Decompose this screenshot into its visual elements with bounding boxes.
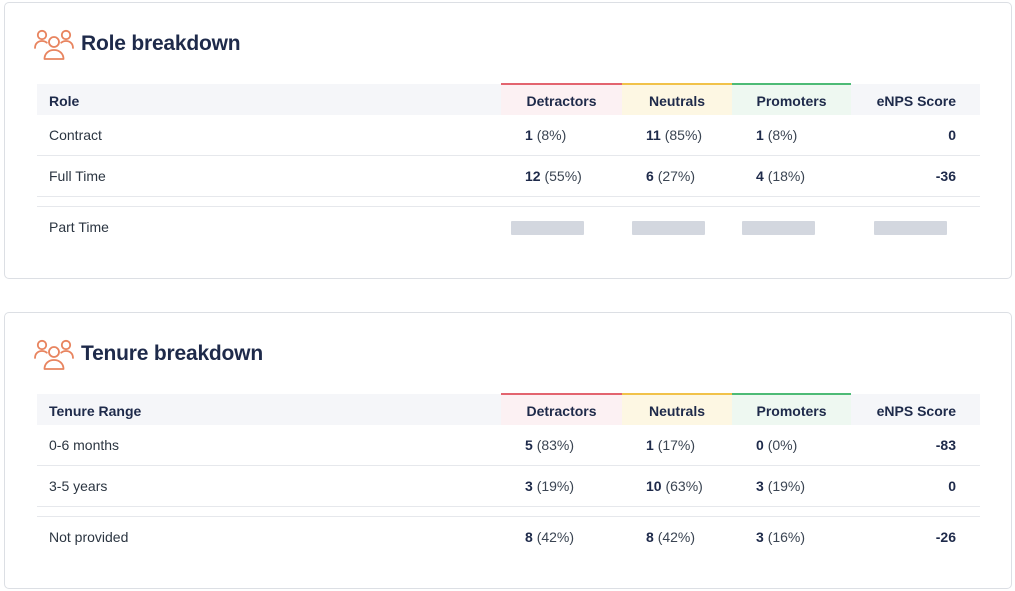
neutrals-cell: 1 (17%)	[622, 425, 732, 466]
loading-placeholder	[874, 221, 947, 236]
users-icon	[34, 29, 74, 60]
neutrals-count: 1	[646, 436, 654, 453]
row-label: Part Time	[49, 219, 109, 236]
detractors-cell: 1 (8%)	[501, 115, 622, 156]
detractors-pct: (8%)	[536, 126, 567, 143]
neutrals-count: 8	[646, 529, 654, 546]
table-header-row: Tenure Range Detractors Neutrals Promote…	[37, 393, 980, 425]
neutrals-count: 11	[646, 126, 661, 143]
promoters-cell: 0 (0%)	[732, 425, 851, 466]
neutrals-cell: 6 (27%)	[622, 155, 732, 197]
column-header-neutrals: Neutrals	[622, 393, 732, 425]
row-spacer	[37, 196, 980, 207]
detractors-cell	[501, 206, 622, 248]
column-header-detractors: Detractors	[501, 83, 622, 115]
neutrals-pct: (63%)	[665, 477, 703, 494]
table-row: Contract 1 (8%) 11 (85%) 1 (8%) 0	[37, 115, 980, 156]
column-header-tenure-range: Tenure Range	[37, 394, 501, 425]
row-label: 0-6 months	[37, 425, 501, 466]
row-label: Not provided	[49, 529, 129, 546]
detractors-cell: 8 (42%)	[501, 516, 622, 558]
loading-placeholder	[632, 221, 705, 236]
detractors-count: 5	[525, 436, 533, 453]
enps-cell	[851, 206, 980, 248]
column-header-neutrals: Neutrals	[622, 83, 732, 115]
neutrals-pct: (85%)	[664, 126, 703, 143]
row-label: Full Time	[37, 155, 501, 197]
neutrals-pct: (42%)	[657, 529, 696, 546]
column-header-enps: eNPS Score	[851, 84, 980, 115]
table-row: Full Time 12 (55%) 6 (27%) 4 (18%) -36	[37, 155, 980, 197]
promoters-pct: (8%)	[767, 126, 798, 143]
role-breakdown-card: Role breakdown Role Detractors Neutrals …	[4, 2, 1012, 279]
loading-placeholder	[742, 221, 815, 236]
promoters-cell: 3 (16%)	[732, 516, 851, 558]
row-label: Contract	[37, 115, 501, 156]
column-header-enps: eNPS Score	[851, 394, 980, 425]
users-icon	[34, 339, 74, 370]
neutrals-count: 6	[646, 167, 654, 184]
enps-score: 0	[851, 115, 980, 156]
enps-score: 0	[851, 465, 980, 507]
neutrals-count: 10	[646, 477, 662, 494]
promoters-count: 0	[756, 436, 764, 453]
column-header-promoters: Promoters	[732, 393, 851, 425]
promoters-cell: 4 (18%)	[732, 155, 851, 197]
promoters-cell	[732, 206, 851, 248]
promoters-pct: (16%)	[767, 529, 806, 546]
table-row: 3-5 years 3 (19%) 10 (63%) 3 (19%) 0	[37, 465, 980, 507]
promoters-count: 3	[756, 529, 764, 546]
role-breakdown-table: Role Detractors Neutrals Promoters eNPS …	[37, 83, 980, 248]
promoters-cell: 1 (8%)	[732, 115, 851, 156]
detractors-count: 8	[525, 529, 533, 546]
promoters-count: 1	[756, 126, 764, 143]
role-breakdown-header: Role breakdown	[33, 27, 241, 61]
neutrals-pct: (17%)	[657, 436, 696, 453]
detractors-pct: (42%)	[536, 529, 575, 546]
table-header-row: Role Detractors Neutrals Promoters eNPS …	[37, 83, 980, 115]
enps-score: -36	[851, 155, 980, 197]
neutrals-cell	[622, 206, 732, 248]
promoters-pct: (19%)	[767, 477, 806, 494]
column-header-role: Role	[37, 84, 501, 115]
tenure-breakdown-table: Tenure Range Detractors Neutrals Promote…	[37, 393, 980, 558]
promoters-pct: (0%)	[767, 436, 798, 453]
promoters-cell: 3 (19%)	[732, 465, 851, 507]
role-breakdown-title: Role breakdown	[81, 32, 241, 55]
detractors-cell: 12 (55%)	[501, 155, 622, 197]
detractors-count: 3	[525, 477, 533, 494]
promoters-count: 3	[756, 477, 764, 494]
tenure-breakdown-title: Tenure breakdown	[81, 342, 263, 365]
detractors-count: 12	[525, 167, 541, 184]
detractors-cell: 3 (19%)	[501, 465, 622, 507]
enps-score: -83	[851, 425, 980, 466]
column-header-promoters: Promoters	[732, 83, 851, 115]
promoters-pct: (18%)	[767, 167, 806, 184]
table-row-loading: Part Time	[37, 206, 980, 248]
table-row: Not provided 8 (42%) 8 (42%) 3 (16%) -26	[37, 516, 980, 558]
detractors-count: 1	[525, 126, 533, 143]
detractors-pct: (83%)	[536, 436, 575, 453]
neutrals-cell: 8 (42%)	[622, 516, 732, 558]
promoters-count: 4	[756, 167, 764, 184]
neutrals-cell: 10 (63%)	[622, 465, 732, 507]
detractors-pct: (55%)	[544, 167, 582, 184]
detractors-pct: (19%)	[536, 477, 575, 494]
neutrals-pct: (27%)	[657, 167, 696, 184]
row-label: 3-5 years	[37, 465, 501, 507]
loading-placeholder	[511, 221, 584, 236]
neutrals-cell: 11 (85%)	[622, 115, 732, 156]
tenure-breakdown-card: Tenure breakdown Tenure Range Detractors…	[4, 312, 1012, 589]
row-spacer	[37, 506, 980, 517]
enps-score: -26	[935, 529, 956, 546]
table-row: 0-6 months 5 (83%) 1 (17%) 0 (0%) -83	[37, 425, 980, 466]
column-header-detractors: Detractors	[501, 393, 622, 425]
detractors-cell: 5 (83%)	[501, 425, 622, 466]
tenure-breakdown-header: Tenure breakdown	[33, 337, 263, 371]
